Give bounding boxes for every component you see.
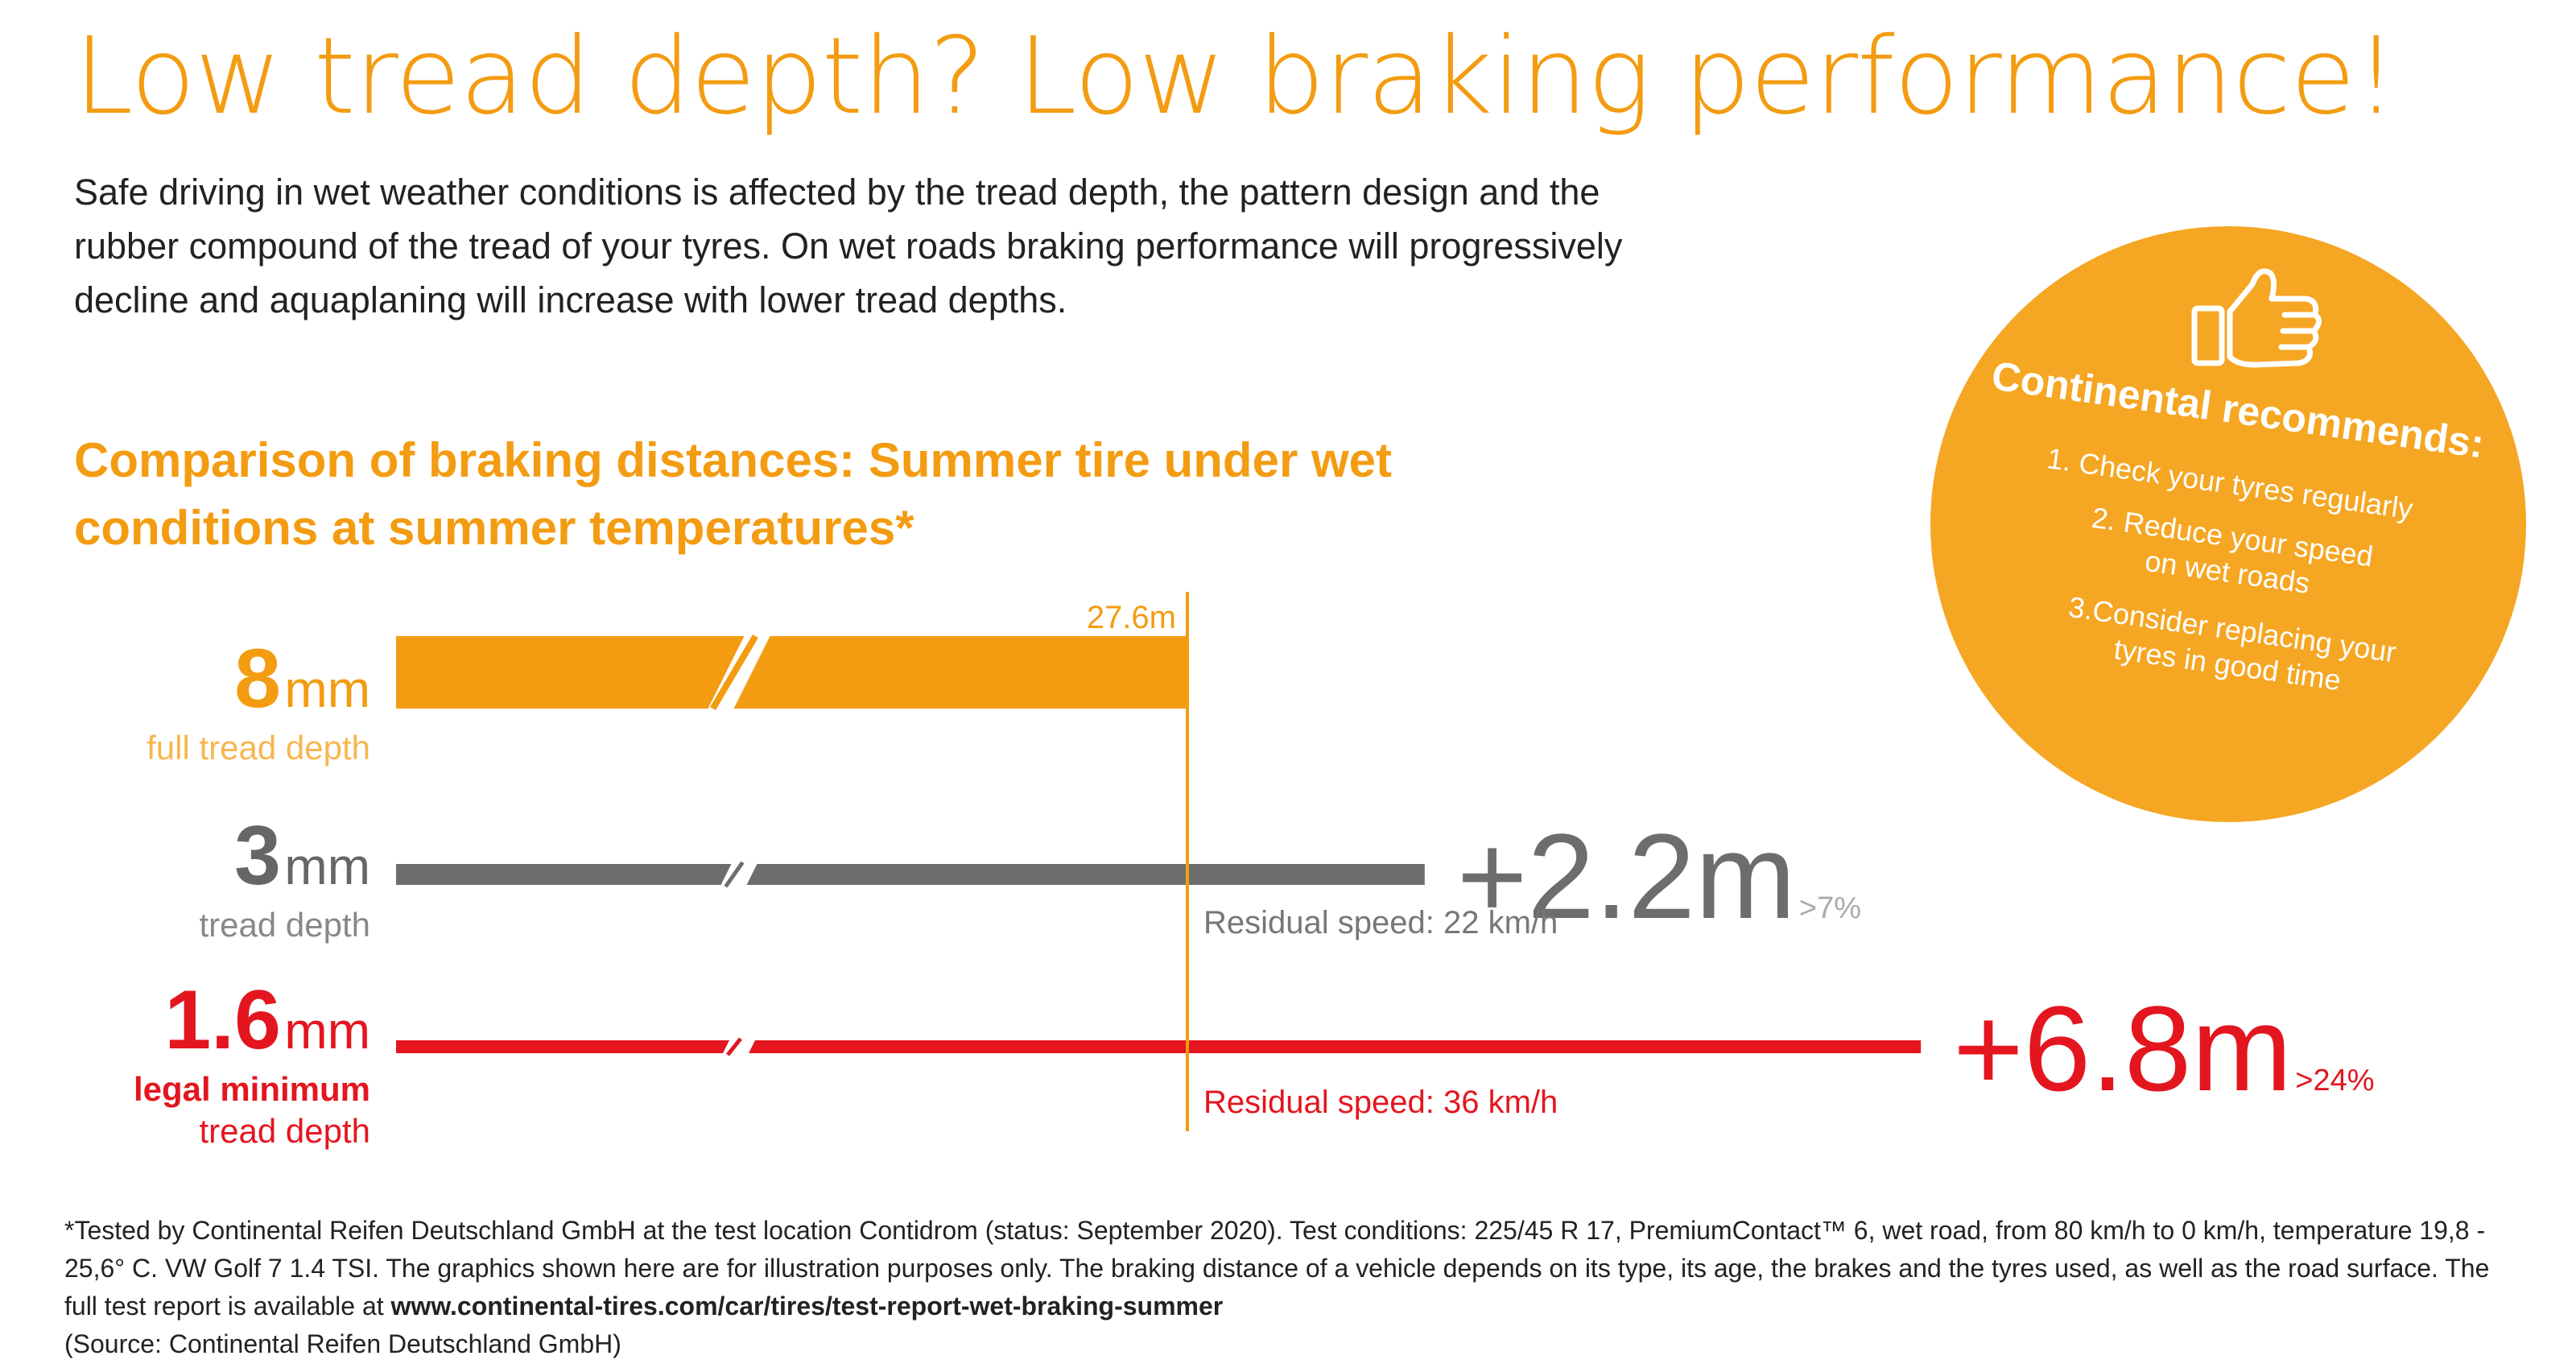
row-value: 3 <box>234 809 281 903</box>
chart-heading: Comparison of braking distances: Summer … <box>74 433 1392 555</box>
bar-segment-right <box>749 1040 1922 1053</box>
row-label-8mm: 8 mm full tread depth <box>147 631 370 769</box>
thumbs-up-icon <box>2191 268 2322 368</box>
footnote: *Tested by Continental Reifen Deutschlan… <box>64 1212 2528 1363</box>
footnote-link[interactable]: www.continental-tires.com/car/tires/test… <box>390 1292 1224 1321</box>
bar-segment-left <box>396 1040 729 1053</box>
footnote-text: *Tested by Continental Reifen Deutschlan… <box>64 1216 2490 1321</box>
row-subtitle: full tread depth <box>147 729 370 767</box>
bar-segment-right <box>733 636 1187 709</box>
row-subtitle-2: tread depth <box>199 1112 370 1150</box>
bar-segment-left <box>396 864 732 885</box>
row-label-1-6mm: 1.6 mm legal minimum tread depth <box>134 973 370 1152</box>
intro-paragraph: Safe driving in wet weather conditions i… <box>74 172 1623 320</box>
baseline-label: 27.6m <box>1087 600 1176 635</box>
increase-percent-label: >24% <box>2295 1064 2374 1097</box>
axis-break-mark <box>710 634 758 711</box>
bar-segment-right <box>746 864 1425 885</box>
row-unit: mm <box>284 1002 370 1060</box>
row-subtitle: legal minimum <box>133 1070 370 1108</box>
bar-segment-left <box>396 636 745 709</box>
increase-percent-label: >7% <box>1799 891 1861 925</box>
footnote-source: (Source: Continental Reifen Deutschland … <box>64 1329 621 1358</box>
row-unit: mm <box>284 837 370 895</box>
residual-speed-label: Residual speed: 22 km/h <box>1203 905 1558 940</box>
row-unit: mm <box>284 660 370 718</box>
row-value: 8 <box>234 632 281 725</box>
axis-break-mark <box>726 1037 742 1056</box>
increase-label: +6.8m <box>1953 981 2292 1116</box>
row-value: 1.6 <box>164 973 281 1067</box>
axis-break-mark <box>724 861 745 888</box>
row-label-3mm: 3 mm tread depth <box>199 808 370 946</box>
increase-label: +2.2m <box>1457 808 1796 944</box>
residual-speed-label: Residual speed: 36 km/h <box>1203 1085 1558 1120</box>
page-title: Low tread depth? Low braking performance… <box>74 14 2397 138</box>
row-subtitle: tread depth <box>199 906 370 944</box>
